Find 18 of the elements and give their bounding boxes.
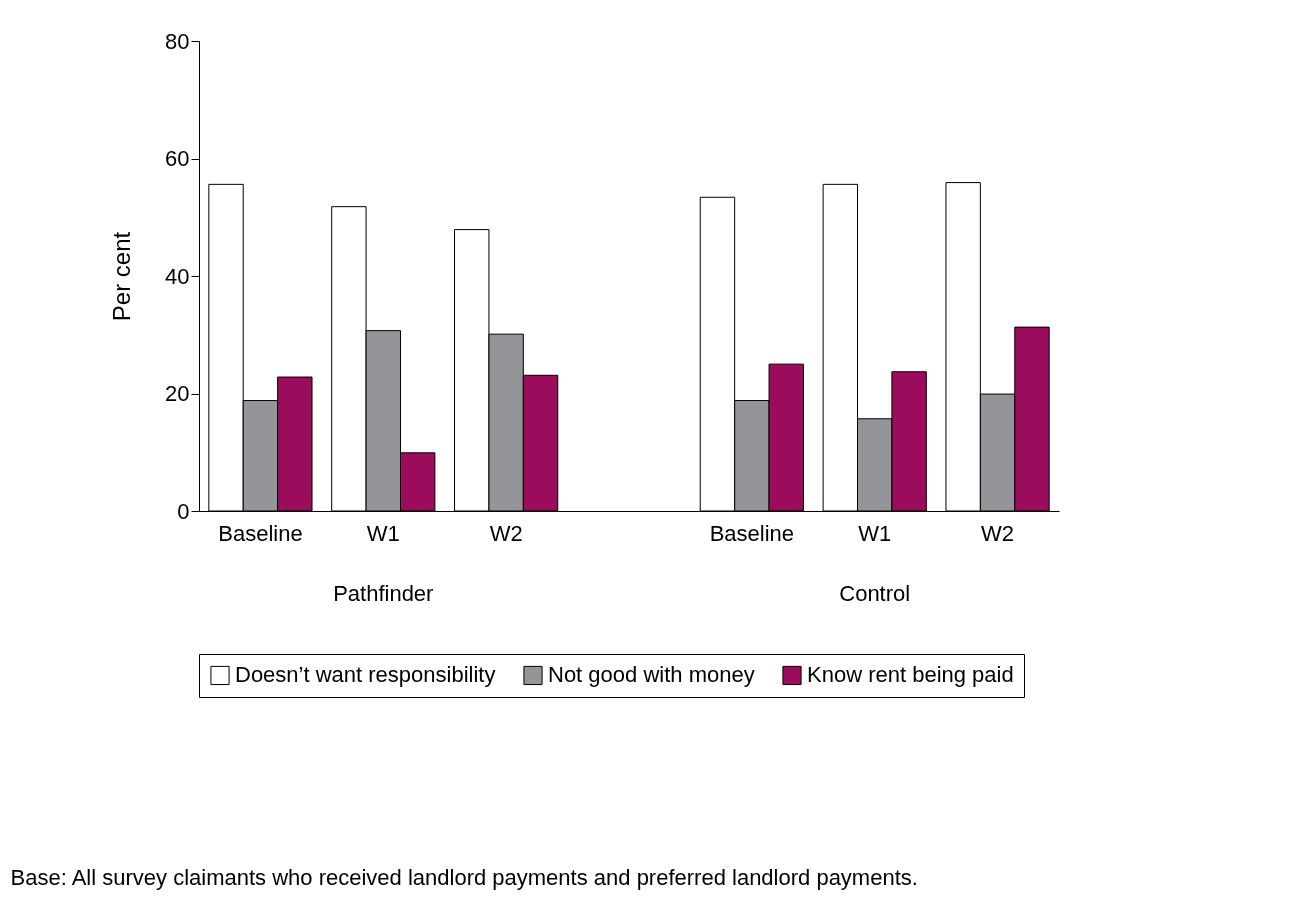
x-tick-label: W2 [981, 520, 1015, 546]
x-tick-label: Baseline [218, 520, 303, 546]
y-tick-label: 60 [165, 146, 190, 171]
y-axis-title: Per cent [108, 231, 136, 322]
x-tick-label: Baseline [709, 520, 795, 546]
x-tick-label: W2 [489, 520, 523, 546]
text: Control [839, 581, 911, 606]
y-tick-label: 0 [177, 498, 190, 524]
y-tick-label: 80 [165, 28, 190, 54]
x-tick-label: W1 [858, 520, 892, 546]
x-tick-label: W1 [366, 520, 400, 546]
legend-label: Not good with money [548, 662, 755, 688]
legend-label: Know rent being paid [807, 662, 1014, 688]
y-tick-label: 20 [165, 381, 190, 406]
legend-label: Doesn’t want responsibility [235, 662, 496, 688]
y-tick-label: 40 [165, 263, 190, 289]
text: Pathfinder [333, 581, 434, 606]
text: Base: All survey claimants who received landlord payments and preferred landlord payments. [10, 864, 918, 890]
